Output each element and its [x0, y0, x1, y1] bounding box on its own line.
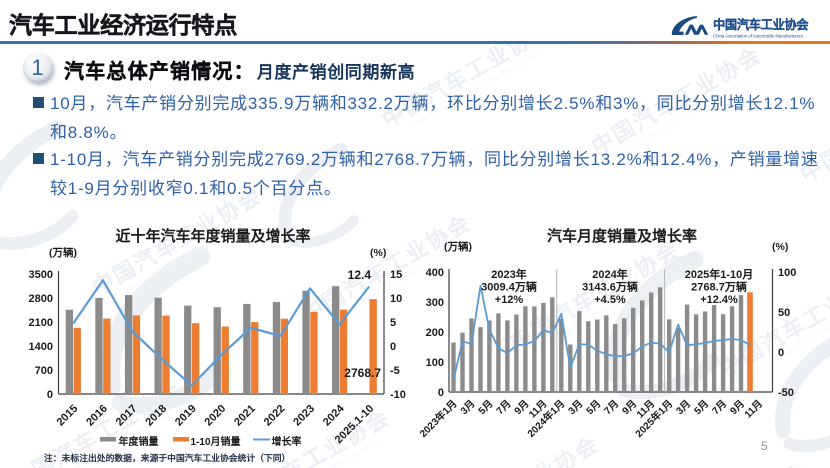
svg-text:-5: -5 [390, 365, 400, 377]
svg-text:5月: 5月 [476, 398, 495, 417]
svg-text:0: 0 [778, 347, 784, 359]
svg-text:0: 0 [390, 341, 396, 353]
svg-text:2025年1-10月: 2025年1-10月 [685, 267, 754, 281]
svg-text:7月: 7月 [710, 398, 729, 417]
svg-text:(万辆): (万辆) [444, 240, 472, 253]
svg-text:3500: 3500 [29, 269, 53, 281]
svg-text:300: 300 [426, 297, 444, 309]
svg-text:2023年1月: 2023年1月 [417, 397, 460, 440]
svg-text:2018: 2018 [143, 403, 169, 429]
svg-text:(万辆): (万辆) [49, 246, 77, 259]
svg-text:汽车月度销量及增长率: 汽车月度销量及增长率 [547, 227, 697, 245]
svg-text:2021: 2021 [232, 403, 258, 429]
svg-text:+4.5%: +4.5% [594, 294, 626, 306]
svg-text:700: 700 [35, 365, 53, 377]
svg-text:2019: 2019 [173, 403, 199, 429]
svg-text:2800: 2800 [29, 293, 53, 305]
svg-text:年度销量: 年度销量 [119, 435, 159, 448]
svg-text:2100: 2100 [29, 317, 53, 329]
svg-text:2023年: 2023年 [491, 267, 526, 281]
svg-text:7月: 7月 [602, 398, 621, 417]
svg-text:12.4: 12.4 [348, 268, 372, 282]
svg-text:-50: -50 [778, 387, 794, 399]
svg-text:3月: 3月 [458, 398, 477, 417]
svg-text:5: 5 [390, 317, 396, 329]
svg-text:+12%: +12% [495, 294, 524, 306]
svg-text:3月: 3月 [674, 398, 693, 417]
svg-text:50: 50 [778, 307, 790, 319]
svg-text:(%): (%) [370, 247, 386, 259]
svg-text:近十年汽车年度销量及增长率: 近十年汽车年度销量及增长率 [115, 227, 310, 245]
svg-text:+12.4%: +12.4% [700, 294, 738, 306]
svg-text:2015: 2015 [55, 403, 81, 429]
svg-text:2024: 2024 [321, 402, 347, 428]
svg-text:0: 0 [438, 387, 444, 399]
svg-text:10: 10 [390, 293, 402, 305]
svg-text:2768.7: 2768.7 [344, 366, 381, 380]
svg-text:2020: 2020 [203, 403, 229, 429]
svg-text:中国汽车工业协会: 中国汽车工业协会 [713, 17, 809, 32]
svg-text:400: 400 [426, 267, 444, 279]
svg-text:注：未标注出处的数据，来源于中国汽车工业协会统计（下同）: 注：未标注出处的数据，来源于中国汽车工业协会统计（下同） [44, 452, 290, 463]
svg-text:7月: 7月 [494, 398, 513, 417]
svg-text:China Association of Automobil: China Association of Automobile Manufact… [713, 34, 804, 39]
svg-text:5月: 5月 [584, 398, 603, 417]
svg-text:1-10月销量: 1-10月销量 [191, 435, 241, 448]
svg-text:2023: 2023 [291, 403, 317, 429]
svg-text:-10: -10 [390, 389, 406, 401]
svg-text:0: 0 [47, 389, 53, 401]
svg-text:5月: 5月 [692, 398, 711, 417]
svg-text:11月: 11月 [742, 398, 765, 421]
svg-text:100: 100 [778, 267, 796, 279]
svg-text:5: 5 [761, 439, 768, 453]
svg-text:(%): (%) [772, 241, 788, 253]
svg-text:增长率: 增长率 [272, 435, 302, 448]
svg-text:2768.7万辆: 2768.7万辆 [691, 280, 747, 294]
svg-text:2017: 2017 [114, 403, 140, 429]
svg-text:100: 100 [426, 357, 444, 369]
svg-text:2024年: 2024年 [592, 267, 627, 281]
svg-text:2022: 2022 [262, 403, 288, 429]
svg-text:1400: 1400 [29, 341, 53, 353]
svg-text:200: 200 [426, 327, 444, 339]
svg-text:2016: 2016 [84, 403, 110, 429]
svg-text:15: 15 [390, 269, 402, 281]
svg-text:3143.6万辆: 3143.6万辆 [582, 280, 638, 294]
svg-text:3月: 3月 [566, 398, 585, 417]
svg-text:3009.4万辆: 3009.4万辆 [481, 280, 537, 294]
